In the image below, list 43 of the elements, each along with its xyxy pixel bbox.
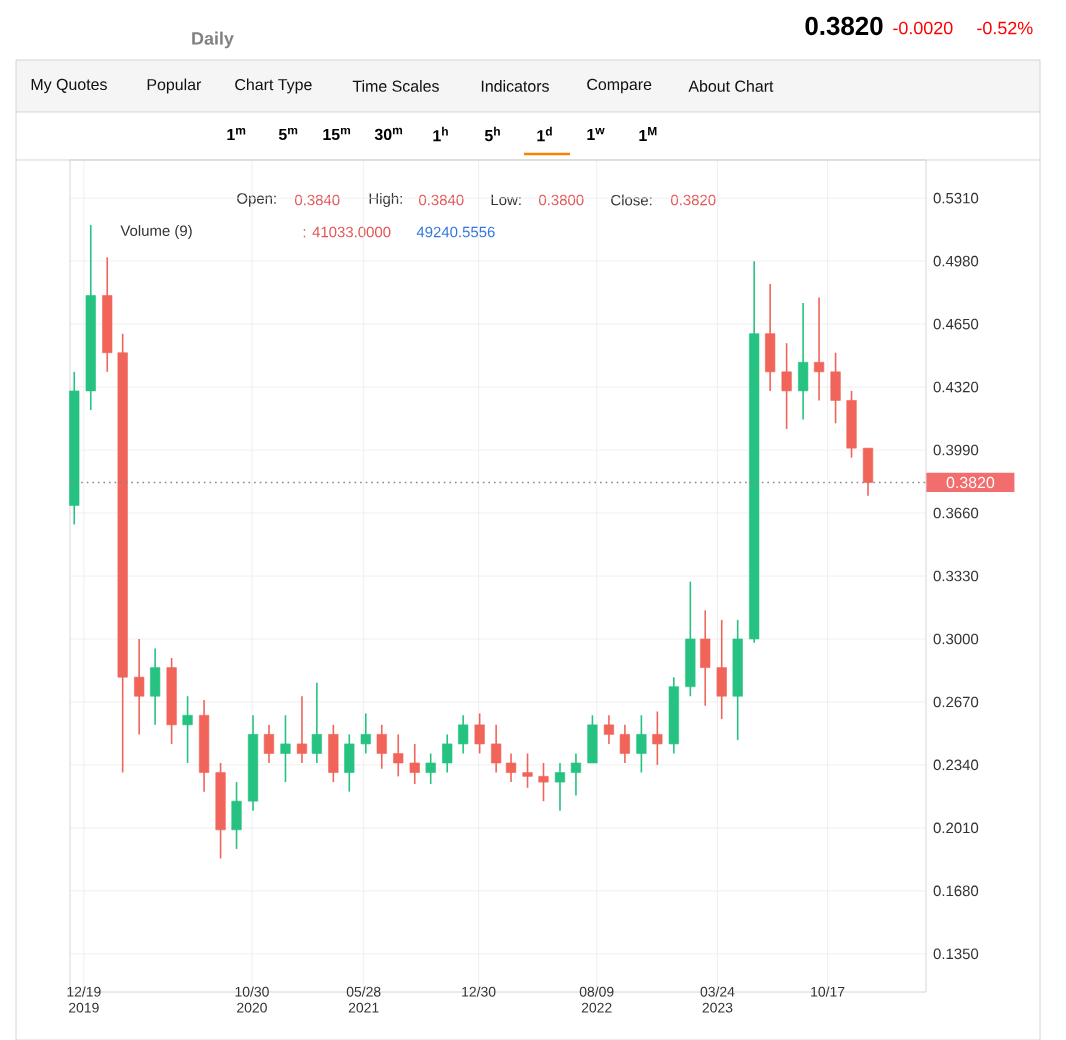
- candlestick: [781, 342, 792, 430]
- candlestick: [798, 302, 809, 421]
- candlestick: [328, 724, 339, 783]
- candlestick: [474, 712, 485, 755]
- candlestick: [685, 580, 696, 698]
- chart-title: Daily: [192, 31, 234, 49]
- candlestick: [554, 762, 566, 812]
- candlestick: [862, 447, 874, 497]
- candlestick: [425, 752, 436, 785]
- candlestick: [619, 724, 630, 764]
- candlestick: [700, 609, 711, 707]
- candlestick: [182, 695, 193, 764]
- candlestick: [296, 695, 308, 764]
- candlestick: [458, 714, 469, 755]
- candlestick: [846, 390, 857, 459]
- candlestick: [280, 714, 291, 783]
- candlestick: [570, 752, 582, 797]
- text: -0.0020: [893, 21, 953, 35]
- candlestick: [344, 733, 355, 793]
- candlestick: [231, 781, 242, 850]
- candlestick: [360, 712, 371, 755]
- candlestick: [716, 619, 727, 720]
- candlestick: [652, 710, 663, 766]
- candlestick: [311, 682, 322, 764]
- candlestick: [491, 724, 502, 774]
- text: 0.3820: [805, 16, 883, 36]
- candlestick: [393, 733, 404, 778]
- candlestick: [636, 714, 647, 774]
- candlestick: [134, 638, 145, 736]
- candlestick: [603, 714, 615, 745]
- candlestick: [150, 647, 161, 726]
- candlestick: [522, 752, 533, 789]
- candlestick: [505, 752, 517, 783]
- candlestick: [765, 283, 776, 392]
- candlestick: [376, 724, 387, 770]
- text: -0.52%: [977, 21, 1033, 35]
- candlestick: [263, 724, 275, 764]
- candlestick: [830, 351, 841, 425]
- candlestick: [538, 762, 549, 802]
- candlestick: [813, 296, 825, 402]
- candlestick: [409, 743, 420, 785]
- candlestick: [442, 733, 453, 774]
- candlestick: [587, 714, 598, 764]
